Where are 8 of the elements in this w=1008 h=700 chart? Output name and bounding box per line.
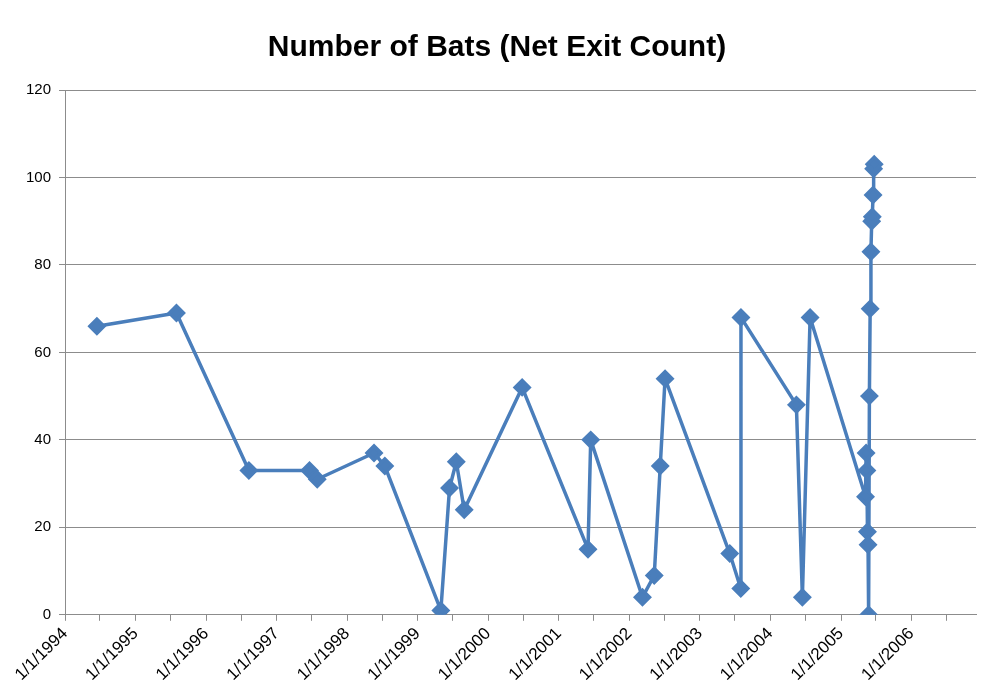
y-tick-label: 120 [26, 80, 52, 98]
y-tick-label: 40 [34, 430, 52, 447]
y-tick-label: 20 [34, 517, 52, 535]
chart-title: Number of Bats (Net Exit Count) [267, 29, 727, 63]
y-tick-label: 80 [34, 255, 52, 273]
y-tick-label: 0 [42, 604, 52, 622]
y-tick-label: 100 [26, 167, 52, 185]
y-tick-label: 60 [34, 342, 52, 360]
